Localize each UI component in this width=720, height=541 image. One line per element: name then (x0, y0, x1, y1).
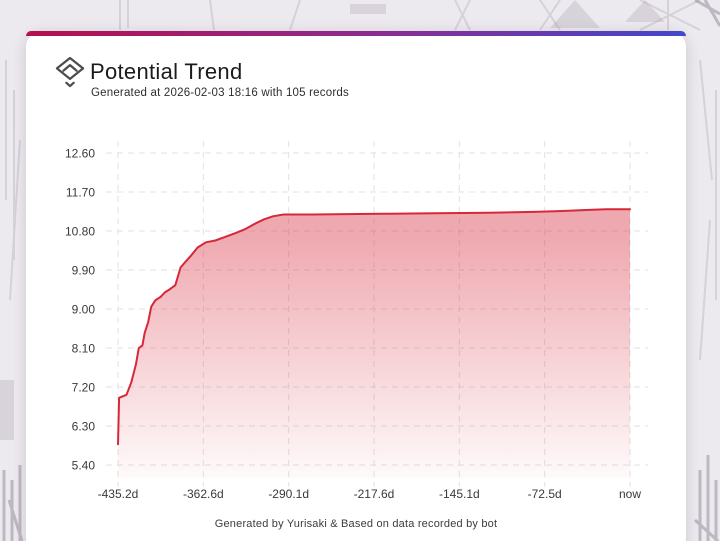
y-axis-tick-label: 11.70 (66, 186, 95, 200)
trend-rank-icon (55, 56, 85, 88)
trend-line (117, 208, 631, 446)
y-axis-tick-label: 9.90 (72, 264, 96, 278)
x-axis-tick-label: -362.6d (183, 487, 224, 501)
page-title: Potential Trend (90, 59, 243, 84)
y-axis-tick-label: 7.20 (72, 381, 96, 395)
x-axis-tick-label: now (619, 487, 641, 501)
footer-credit: Generated by Yurisaki & Based on data re… (214, 518, 498, 530)
card-accent-bar (26, 31, 686, 36)
y-axis-tick-label: 8.10 (72, 342, 96, 356)
x-axis-tick-label: -290.1d (268, 487, 309, 501)
trend-chart: 5.40 6.30 7.20 8.10 9.00 9.90 10.80 11.70 12.60 -… (65, 141, 648, 501)
y-axis-tick-label: 9.00 (72, 303, 96, 317)
y-axis-tick-label: 12.60 (65, 147, 95, 161)
x-axis-tick-label: -145.1d (439, 487, 480, 501)
trend-area-fill (118, 209, 630, 479)
y-axis-tick-label: 5.40 (72, 459, 96, 473)
y-axis-tick-label: 6.30 (72, 420, 96, 434)
x-axis-tick-label: -435.2d (98, 487, 139, 501)
page-subtitle: Generated at 2026-02-03 18:16 with 105 r… (91, 87, 349, 99)
x-axis-tick-label: -217.6d (354, 487, 395, 501)
y-axis-tick-label: 10.80 (65, 225, 95, 239)
report-card: Potential Trend Generated at 2026-02-03 … (26, 31, 686, 541)
x-axis-tick-label: -72.5d (528, 487, 562, 501)
